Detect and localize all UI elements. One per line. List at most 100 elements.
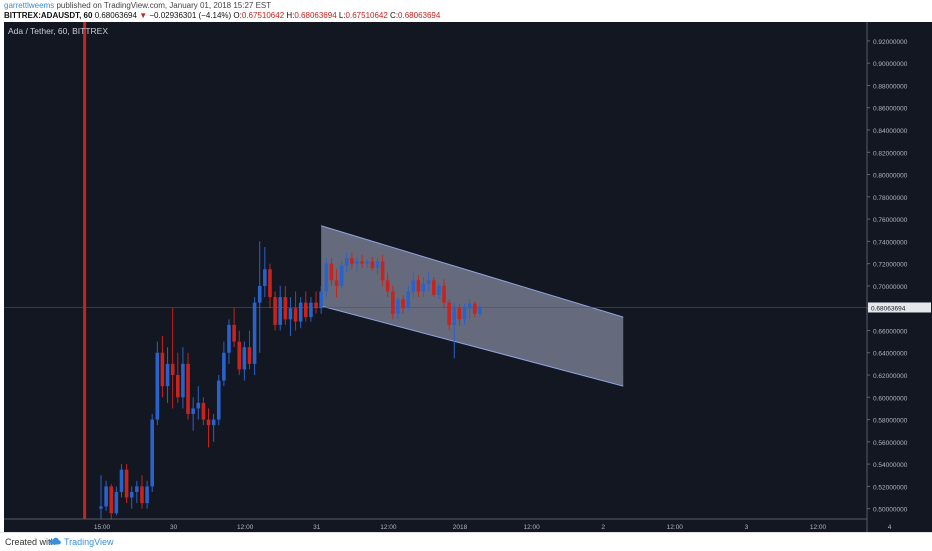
candle[interactable] [170, 308, 175, 409]
candle[interactable] [227, 319, 231, 364]
candle-body [293, 308, 298, 322]
candle[interactable] [426, 272, 431, 292]
candle[interactable] [201, 397, 206, 426]
candle[interactable] [222, 341, 226, 387]
ohlc-line: BITTREX:ADAUSDT, 60 0.68063694 ▼ −0.0293… [4, 11, 440, 20]
channel-upper-line[interactable] [321, 225, 624, 318]
candle[interactable] [355, 256, 359, 273]
candle[interactable] [129, 486, 134, 509]
candle[interactable] [257, 241, 262, 353]
candle[interactable] [104, 480, 108, 511]
candle[interactable] [462, 303, 467, 325]
candle[interactable] [396, 297, 400, 320]
tradingview-brand-link[interactable]: TradingView [64, 537, 114, 547]
candle[interactable] [140, 475, 144, 509]
channel-lower-line[interactable] [321, 305, 624, 387]
candle-body [360, 261, 364, 264]
candle[interactable] [252, 297, 257, 376]
candle[interactable] [150, 413, 154, 492]
author-link[interactable]: garrettlweems [4, 1, 55, 10]
candle[interactable] [442, 279, 446, 309]
candle[interactable] [155, 341, 160, 426]
candle[interactable] [160, 336, 165, 398]
candle[interactable] [247, 330, 252, 370]
created-with-label: Created with [5, 537, 56, 547]
candle[interactable] [211, 413, 216, 442]
time-axis[interactable]: 15:00 30 12:00 31 12:00 2018 12:00 2 12:00 3 12:00… [4, 518, 892, 531]
candle[interactable] [329, 258, 334, 286]
chart-area[interactable]: 0.92000000 0.90000000 0.88000000 0.86000000… [4, 22, 932, 532]
candle[interactable] [391, 285, 395, 320]
candle-body [442, 285, 446, 303]
candle[interactable] [457, 303, 462, 327]
candle-body [437, 285, 441, 295]
candle[interactable] [135, 480, 139, 504]
candle-body [319, 291, 323, 309]
candle[interactable] [114, 486, 119, 516]
candle[interactable] [344, 252, 349, 273]
candle[interactable] [421, 277, 426, 298]
candle-body [401, 299, 405, 309]
candle[interactable] [370, 256, 375, 271]
open-label: O: [233, 11, 242, 20]
candle[interactable] [437, 283, 441, 300]
candle[interactable] [385, 272, 390, 298]
candle[interactable] [298, 297, 303, 329]
x-tick-label: 12:00 [380, 524, 397, 531]
candle[interactable] [334, 269, 339, 298]
candle[interactable] [206, 408, 211, 448]
candle[interactable] [119, 464, 124, 498]
candle[interactable] [314, 291, 318, 314]
candle[interactable] [273, 291, 277, 331]
candle[interactable] [309, 297, 313, 322]
candle[interactable] [365, 259, 370, 269]
candle[interactable] [124, 464, 129, 504]
candle[interactable] [411, 272, 416, 298]
candle[interactable] [339, 261, 344, 289]
parallel-channel[interactable] [321, 225, 624, 387]
candle[interactable] [447, 299, 451, 331]
candle[interactable] [186, 352, 190, 420]
candle[interactable] [232, 308, 236, 348]
candle[interactable] [350, 252, 354, 270]
candlestick-chart[interactable]: 0.92000000 0.90000000 0.88000000 0.86000000… [4, 22, 932, 532]
candle[interactable] [452, 302, 457, 359]
candle[interactable] [237, 330, 242, 376]
y-tick-label: 0.74000000 [873, 239, 908, 246]
candle[interactable] [278, 285, 282, 331]
candle[interactable] [216, 375, 221, 426]
candle[interactable] [263, 246, 267, 298]
candle[interactable] [242, 341, 247, 381]
candle[interactable] [283, 285, 288, 325]
candle[interactable] [319, 285, 323, 314]
candle[interactable] [432, 277, 436, 298]
candle[interactable] [191, 397, 195, 431]
candle[interactable] [467, 299, 472, 320]
candle[interactable] [416, 274, 421, 298]
candle[interactable] [293, 291, 298, 331]
candle[interactable] [165, 347, 170, 403]
candle[interactable] [472, 301, 477, 318]
candle[interactable] [324, 258, 329, 298]
candle[interactable] [360, 254, 364, 269]
candle-body [104, 486, 108, 507]
candle[interactable] [288, 297, 293, 337]
candle[interactable] [478, 303, 482, 318]
price-change: −0.02936301 (−4.14%) [149, 11, 232, 20]
candle[interactable] [181, 347, 185, 409]
candle-body [232, 324, 236, 342]
candle[interactable] [401, 294, 405, 314]
candle[interactable] [109, 484, 114, 520]
candle[interactable] [375, 258, 380, 275]
candle[interactable] [145, 480, 149, 509]
candle[interactable] [380, 254, 385, 286]
y-tick-label: 0.54000000 [873, 462, 908, 469]
price-axis[interactable]: 0.92000000 0.90000000 0.88000000 0.86000000… [866, 22, 931, 532]
candle[interactable] [99, 475, 103, 520]
candle[interactable] [196, 386, 201, 420]
candle[interactable] [268, 263, 272, 309]
candle[interactable] [176, 352, 180, 403]
candle-body [114, 491, 119, 514]
candle[interactable] [406, 285, 410, 311]
candle[interactable] [304, 291, 308, 322]
